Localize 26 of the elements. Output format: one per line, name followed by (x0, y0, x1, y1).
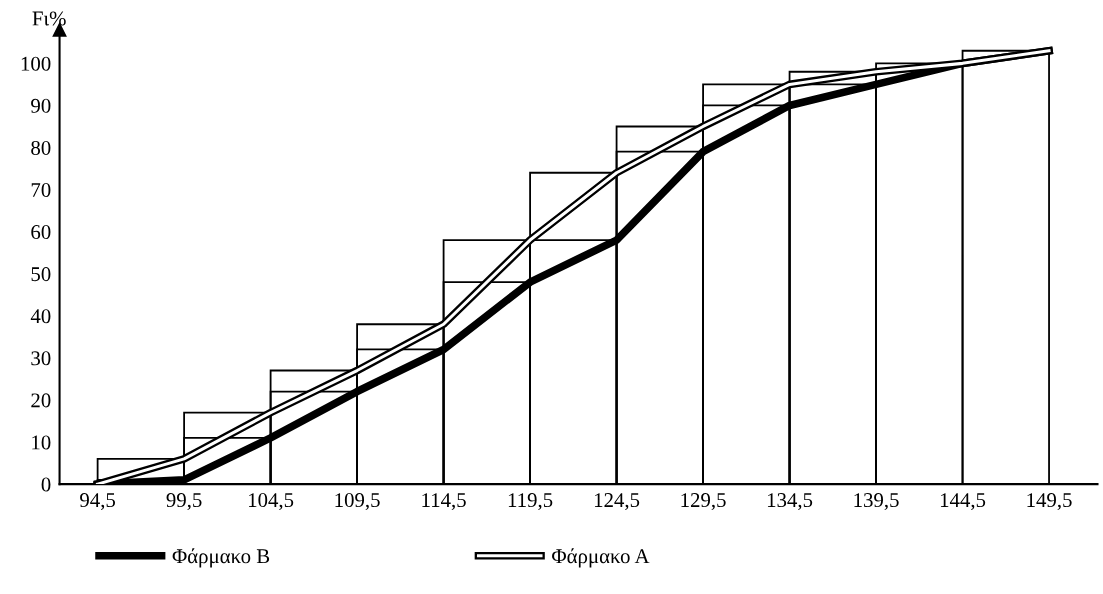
x-tick-label: 114,5 (422, 493, 466, 511)
x-tick-label: 124,5 (594, 493, 640, 511)
x-tick-label: 144,5 (940, 493, 986, 511)
y-tick-label: 40 (30, 309, 51, 324)
x-tick-label: 134,5 (767, 493, 813, 511)
y-tick-label: 10 (32, 435, 51, 450)
y-tick-label: 50 (31, 267, 51, 282)
y-tick-label: 100 (21, 56, 51, 71)
y-tick-label: 80 (31, 140, 51, 155)
legend-label: Φάρμακο A (552, 548, 650, 568)
y-tick-label: 0 (41, 477, 51, 492)
x-tick-label: 149,5 (1027, 493, 1072, 511)
legend-label: Φάρμακο B (172, 548, 270, 568)
x-tick-label: 119,5 (508, 493, 553, 511)
y-tick-label: 70 (31, 182, 51, 198)
y-tick-label: 90 (31, 98, 51, 113)
x-tick-label: 129,5 (681, 493, 726, 511)
x-tick-label: 139,5 (854, 493, 899, 511)
x-tick-label: 94,5 (80, 493, 116, 511)
y-tick-label: 60 (31, 225, 51, 240)
x-tick-label: 99,5 (166, 493, 202, 511)
y-axis-title: Fι% (32, 11, 66, 26)
x-tick-label: 109,5 (335, 493, 380, 511)
y-tick-label: 20 (31, 393, 51, 408)
y-tick-label: 30 (31, 351, 51, 366)
x-tick-label: 104,5 (249, 493, 294, 511)
